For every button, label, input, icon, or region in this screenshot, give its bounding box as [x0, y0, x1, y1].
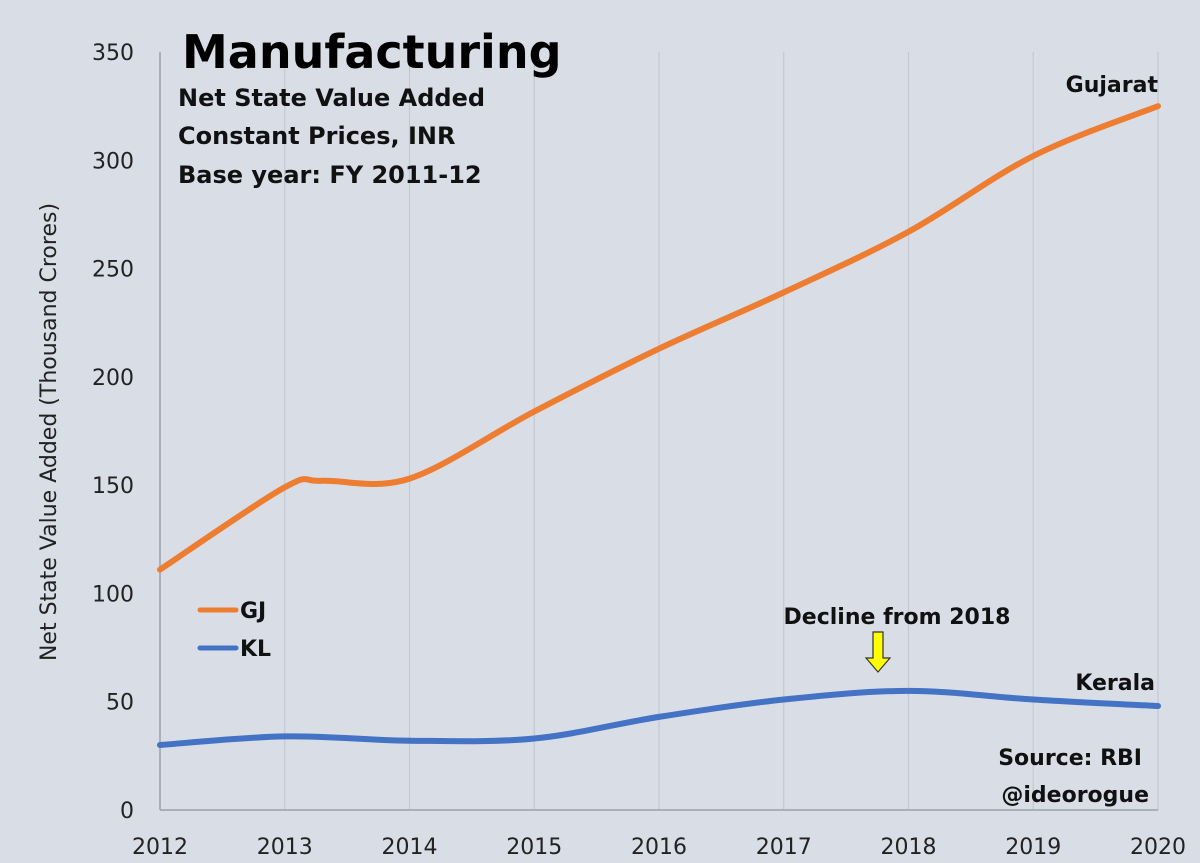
legend: GJ KL	[197, 599, 271, 662]
handle-text: @ideorogue	[1001, 783, 1149, 808]
legend-label-gj: GJ	[240, 599, 266, 624]
subtitle-line-3: Base year: FY 2011-12	[178, 161, 482, 189]
x-tick-label: 2017	[756, 835, 812, 860]
x-tick-label: 2014	[382, 835, 438, 860]
y-tick-label: 0	[120, 799, 134, 824]
y-tick-label: 100	[92, 582, 134, 607]
axes	[159, 52, 1158, 811]
legend-label-kl: KL	[240, 637, 271, 662]
y-tick-label: 250	[92, 258, 134, 283]
x-tick-label: 2013	[257, 835, 313, 860]
subtitle-line-1: Net State Value Added	[178, 84, 485, 112]
subtitle-line-2: Constant Prices, INR	[178, 122, 455, 150]
series-label-kerala: Kerala	[1075, 671, 1155, 696]
source-text: Source: RBI	[998, 746, 1142, 771]
x-tick-label: 2012	[132, 835, 188, 860]
x-tick-label: 2016	[631, 835, 687, 860]
y-tick-label: 50	[106, 691, 134, 716]
x-tick-label: 2018	[881, 835, 937, 860]
x-tick-label: 2015	[506, 835, 562, 860]
series-lines	[157, 103, 1161, 748]
series-label-gujarat: Gujarat	[1066, 73, 1159, 98]
x-tick-label: 2020	[1130, 835, 1186, 860]
chart-title: Manufacturing	[182, 25, 562, 79]
decline-arrow-icon	[864, 631, 892, 673]
y-tick-label: 200	[92, 366, 134, 391]
decline-annotation: Decline from 2018	[784, 605, 1011, 630]
grid-lines	[284, 52, 1159, 810]
series-line-kl	[157, 687, 1161, 748]
y-tick-label: 150	[92, 474, 134, 499]
y-tick-label: 350	[92, 41, 134, 66]
y-axis-label: Net State Value Added (Thousand Crores)	[37, 203, 62, 661]
y-tick-labels: 0 50 100 150 200 250 300 350	[92, 41, 134, 824]
y-tick-label: 300	[92, 149, 134, 174]
x-tick-labels: 2012 2013 2014 2015 2016 2017 2018 2019 2020	[132, 835, 1186, 860]
x-tick-label: 2019	[1005, 835, 1061, 860]
series-line-gj	[157, 103, 1161, 573]
